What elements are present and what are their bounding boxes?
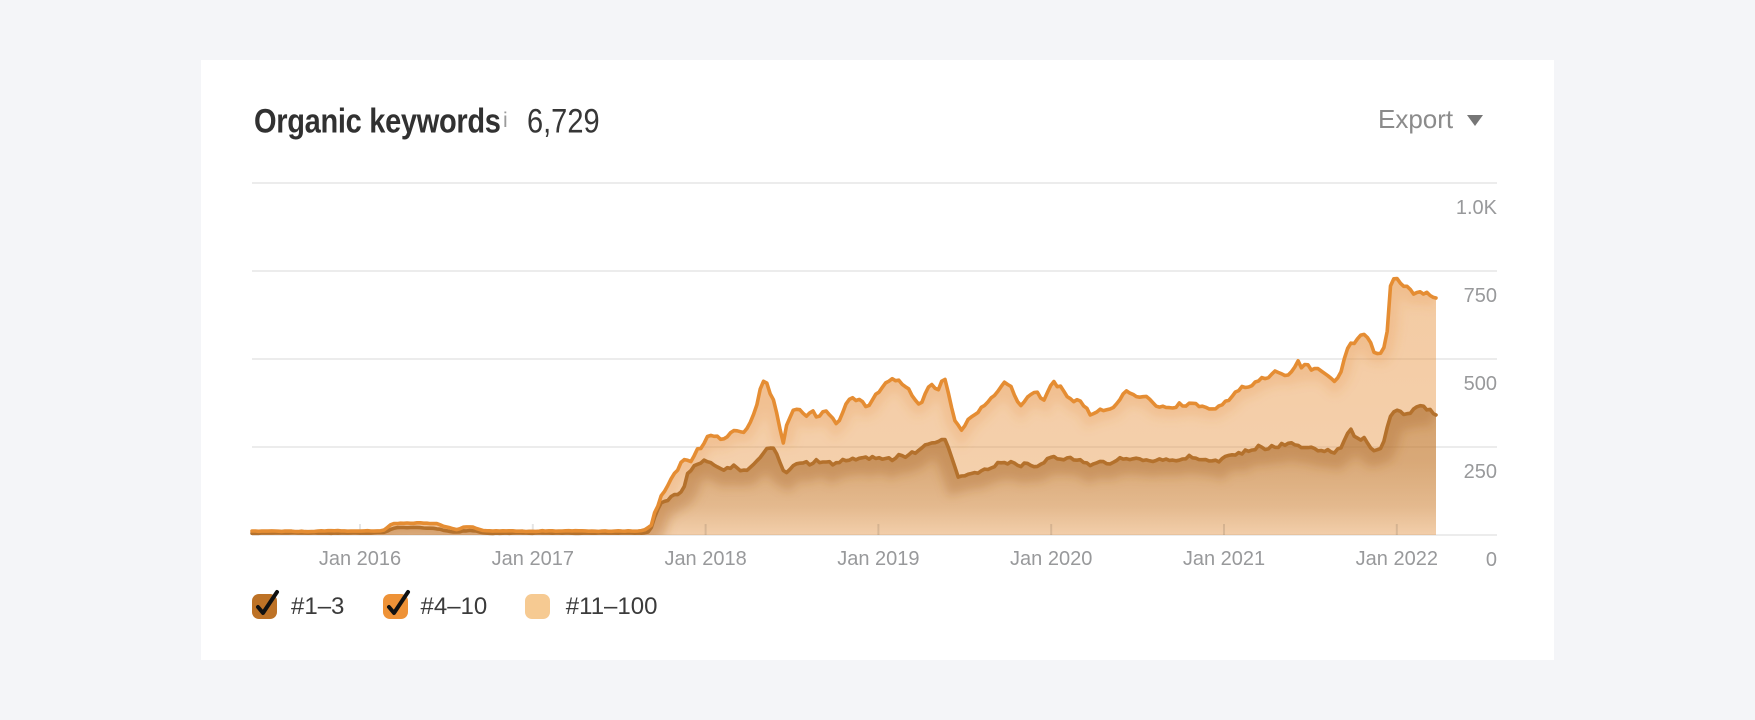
svg-text:Jan 2019: Jan 2019	[837, 548, 919, 570]
svg-text:500: 500	[1464, 373, 1497, 395]
svg-text:Jan 2020: Jan 2020	[1010, 548, 1092, 570]
svg-text:Jan 2017: Jan 2017	[492, 548, 574, 570]
svg-text:250: 250	[1464, 461, 1497, 483]
svg-text:Jan 2018: Jan 2018	[664, 548, 746, 570]
svg-text:0: 0	[1486, 549, 1497, 571]
svg-text:Jan 2021: Jan 2021	[1183, 548, 1265, 570]
svg-text:750: 750	[1464, 285, 1497, 307]
svg-text:1.0K: 1.0K	[1456, 197, 1498, 219]
svg-text:Jan 2016: Jan 2016	[319, 548, 401, 570]
svg-text:Jan 2022: Jan 2022	[1356, 548, 1438, 570]
